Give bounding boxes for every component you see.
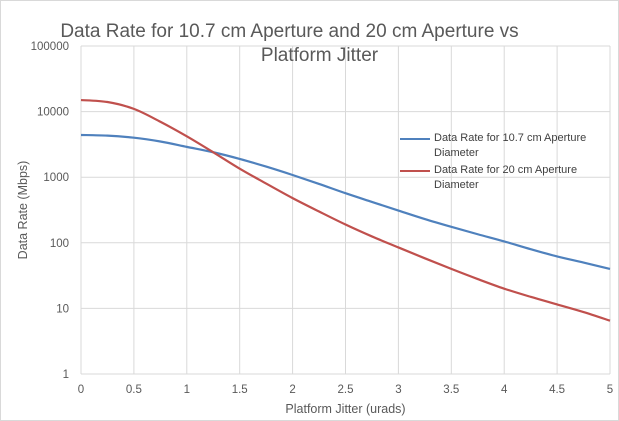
series-line-2 <box>80 98 611 322</box>
legend-item-series-2: Data Rate for 20 cm Aperture Diameter <box>400 163 615 193</box>
chart-legend: Data Rate for 10.7 cm Aperture Diameter … <box>400 131 615 195</box>
x-tick-label: 1.5 <box>232 384 248 396</box>
chart-title-line-1: Data Rate for 10.7 cm Aperture and 20 cm… <box>60 21 519 42</box>
series-line-1 <box>80 133 611 270</box>
legend-label-series-2: Data Rate for 20 cm Aperture Diameter <box>434 164 578 191</box>
y-axis-label: Data Rate (Mbps) <box>16 161 30 260</box>
legend-label-series-1: Data Rate for 10.7 cm Aperture Diameter <box>434 132 587 159</box>
chart-title-line-2: Platform Jitter <box>260 45 379 66</box>
x-tick-label: 1 <box>184 384 190 396</box>
x-tick-label: 2 <box>289 384 295 396</box>
x-tick-label: 4.5 <box>549 384 565 396</box>
x-tick-label: 3.5 <box>443 384 459 396</box>
x-tick-label: 2.5 <box>338 384 354 396</box>
y-tick-label: 100000 <box>31 41 69 53</box>
x-tick-label: 5 <box>607 384 613 396</box>
y-tick-label: 1000 <box>43 172 69 184</box>
y-tick-label: 10 <box>56 303 69 315</box>
x-axis-label: Platform Jitter (urads) <box>285 402 405 416</box>
legend-item-series-1: Data Rate for 10.7 cm Aperture Diameter <box>400 131 615 161</box>
legend-swatch-series-2 <box>400 170 430 172</box>
x-tick-label: 0.5 <box>126 384 142 396</box>
x-tick-label: 4 <box>501 384 508 396</box>
y-tick-label: 10000 <box>37 107 69 119</box>
x-tick-label: 3 <box>395 384 401 396</box>
legend-swatch-series-1 <box>400 138 430 140</box>
x-tick-label: 0 <box>78 384 84 396</box>
y-tick-label: 100 <box>50 238 69 250</box>
y-tick-label: 1 <box>63 369 69 381</box>
